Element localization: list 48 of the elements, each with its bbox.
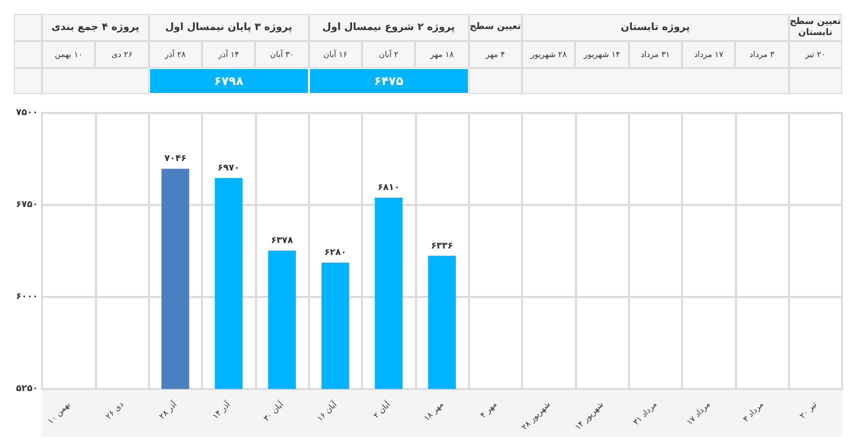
- y-tick-label: ۶۷۵۰: [16, 200, 38, 210]
- text: پروژه تابستان: [522, 14, 789, 41]
- category-label: ۲۸ آذر: [164, 50, 186, 59]
- x-tick-label: ۱۴ آذر: [210, 398, 232, 421]
- category-label: ۲ آبان: [378, 50, 398, 59]
- category-label: ۱۸ مهر: [430, 50, 454, 59]
- data-label: ۶۲۸۰: [324, 248, 346, 258]
- text: ۶۷۹۸: [148, 68, 309, 94]
- x-tick-label: ۱۸ مهر: [422, 400, 446, 423]
- category-label: ۱۶ آبان: [323, 50, 348, 59]
- y-tick-label: ۵۲۵۰: [16, 384, 38, 394]
- x-tick-label: ۳۱ مرداد: [632, 400, 659, 427]
- text: تعیین سطح: [468, 14, 522, 41]
- x-tick-label: ۲۸ آذر: [156, 398, 180, 421]
- text: تعیین سطح تابستان: [788, 14, 842, 41]
- category-label: ۳۱ مرداد: [640, 50, 670, 59]
- y-tick-label: ۶۰۰۰: [16, 292, 38, 302]
- x-tick-label: ۱۰ بهمن: [46, 400, 72, 426]
- data-label: ۶۳۳۶: [431, 241, 453, 252]
- text: پروژه ۳ پایان نیمسال اول: [148, 14, 309, 41]
- category-label: ۲۸ شهریور: [530, 50, 567, 59]
- category-label: ۱۰ بهمن: [54, 50, 83, 59]
- x-tick-label: ۳ مرداد: [741, 400, 766, 424]
- x-tick-label: ۲۶ دی: [104, 400, 126, 421]
- text: پروژه ۴ جمع بندی: [42, 14, 149, 41]
- data-label: ۶۸۱۰: [378, 183, 400, 194]
- category-label: ۳ مرداد: [750, 50, 774, 59]
- category-label: ۱۷ مرداد: [694, 50, 724, 59]
- data-label: ۶۹۷۰: [218, 164, 240, 174]
- x-tick-label: ۲ آبان: [370, 398, 392, 420]
- data-label: ۷۰۴۶: [164, 154, 186, 164]
- x-tick-label: ۲۰ تیر: [798, 400, 819, 420]
- category-label: ۴ مهر: [486, 50, 505, 59]
- text: ۶۴۷۵: [308, 68, 469, 94]
- x-tick-label: ۱۷ مرداد: [684, 400, 712, 427]
- text: پروژه ۲ شروع نیمسال اول: [308, 14, 469, 41]
- x-tick-label: ۴ مهر: [478, 400, 499, 420]
- y-tick-label: ۷۵۰۰: [16, 108, 38, 118]
- category-label: ۱۴ آذر: [218, 50, 240, 59]
- x-tick-label: ۳۰ آبان: [261, 398, 286, 424]
- category-label: ۲۰ تیر: [805, 50, 826, 59]
- category-label: ۱۴ شهریور: [584, 50, 620, 59]
- data-label: ۶۳۷۸: [271, 236, 294, 246]
- category-label: ۲۶ دی: [112, 50, 132, 59]
- category-label: ۳۰ آبان: [270, 50, 294, 59]
- x-tick-label: ۲۸ شهریور: [520, 400, 552, 432]
- x-tick-label: ۱۴ شهریور: [573, 400, 606, 432]
- x-tick-label: ۱۶ آبان: [314, 398, 340, 424]
